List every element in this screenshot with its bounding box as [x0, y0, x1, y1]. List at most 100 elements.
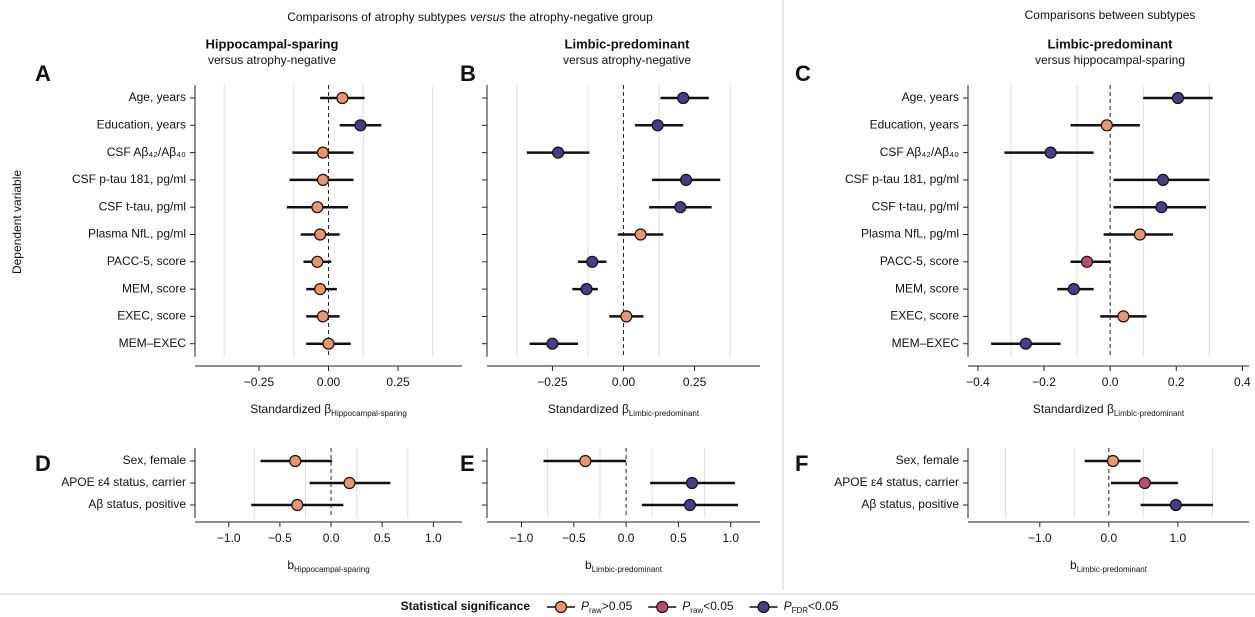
- estimate-point: [311, 255, 324, 268]
- x-axis-label-sub: Limbic-predominant: [1114, 409, 1185, 418]
- category-label: MEM, score: [895, 281, 959, 295]
- x-axis-label: bLimbic-predominant: [1070, 558, 1148, 574]
- x-axis-label-sub: Limbic-predominant: [1077, 565, 1148, 574]
- x-axis-label: Standardized βLimbic-predominant: [548, 402, 700, 418]
- estimate-point: [1169, 498, 1182, 512]
- estimate-point: [1156, 173, 1170, 186]
- legend-sub: raw: [690, 606, 703, 615]
- estimate-point: [322, 337, 335, 350]
- estimate-point: [316, 173, 330, 186]
- header: Comparisons between subtypes: [1025, 8, 1196, 22]
- estimate-point: [683, 498, 697, 512]
- category-label: CSF Aβ₄₂/Aβ₄₀: [107, 145, 186, 159]
- x-tick-label: −1.0: [217, 531, 241, 545]
- estimate-point: [343, 476, 356, 490]
- legend-text: >0.05: [602, 599, 633, 613]
- legend-title: Statistical significance: [401, 599, 531, 613]
- estimate-point: [316, 310, 330, 323]
- header-part: versus: [470, 10, 505, 24]
- estimate-point: [551, 146, 565, 159]
- category-label: Sex, female: [123, 453, 187, 467]
- legend-label: Praw<0.05: [682, 599, 734, 615]
- estimate-point: [1155, 201, 1168, 214]
- estimate-point: [674, 201, 687, 214]
- panel-letter: C: [795, 61, 811, 86]
- category-label: MEM, score: [122, 281, 186, 295]
- estimate-point: [677, 91, 690, 105]
- category-label: CSF Aβ₄₂/Aβ₄₀: [880, 145, 959, 159]
- estimate-point: [291, 498, 304, 512]
- panel-letter: A: [35, 61, 51, 86]
- legend-marker: [757, 600, 770, 614]
- x-axis-label-main: Standardized β: [250, 402, 331, 416]
- estimate-point: [311, 201, 324, 214]
- estimate-point: [316, 146, 330, 159]
- category-label: MEM–EXEC: [892, 336, 960, 350]
- y-axis-label: Dependent variable: [10, 170, 24, 274]
- x-axis-label-main: b: [585, 558, 592, 572]
- x-axis-label-main: Standardized β: [1033, 402, 1114, 416]
- panel-letter: D: [35, 451, 51, 476]
- estimate-point: [1106, 454, 1120, 468]
- legend-text: <0.05: [808, 599, 839, 613]
- legend-marker: [554, 600, 568, 614]
- category-label: APOE ε4 status, carrier: [834, 475, 959, 489]
- estimate-point: [1067, 283, 1080, 296]
- category-label: Plasma NfL, pg/ml: [861, 227, 959, 241]
- panel-subtitle: versus atrophy-negative: [208, 53, 336, 67]
- category-label: Sex, female: [896, 453, 960, 467]
- x-tick-label: 0.4: [1234, 375, 1251, 389]
- x-tick-label: 1.0: [722, 531, 739, 545]
- estimate-point: [289, 454, 302, 468]
- x-tick-label: −1.0: [1028, 531, 1052, 545]
- category-label: Age, years: [129, 90, 186, 104]
- legend-symbol: P: [682, 599, 690, 613]
- estimate-point: [336, 91, 349, 105]
- x-axis-label-sub: Hippocampal-sparing: [294, 565, 370, 574]
- estimate-point: [1138, 476, 1151, 490]
- header: Comparisons of atrophy subtypes versus the…: [287, 10, 653, 24]
- x-tick-label: 0.00: [612, 375, 636, 389]
- legend-text: <0.05: [703, 599, 734, 613]
- estimate-point: [314, 228, 327, 241]
- x-axis-label-sub: Limbic-predominant: [592, 565, 663, 574]
- x-axis-label-sub: Hippocampal-sparing: [331, 409, 407, 418]
- legend-marker: [656, 600, 669, 614]
- estimate-point: [651, 119, 664, 132]
- legend-symbol: P: [784, 599, 792, 613]
- panel-letter: E: [460, 451, 475, 476]
- panel-letter: B: [460, 61, 476, 86]
- header-part: Comparisons of atrophy subtypes: [287, 10, 466, 24]
- category-label: Age, years: [902, 90, 959, 104]
- x-tick-label: 1.0: [1170, 531, 1187, 545]
- estimate-point: [586, 255, 599, 268]
- legend-label: Praw>0.05: [581, 599, 633, 615]
- x-tick-label: −0.25: [537, 375, 568, 389]
- estimate-point: [634, 228, 647, 241]
- x-tick-label: −0.5: [562, 531, 586, 545]
- x-axis-label: bLimbic-predominant: [585, 558, 663, 574]
- category-label: EXEC, score: [890, 309, 959, 323]
- x-tick-label: −1.0: [510, 531, 534, 545]
- estimate-point: [685, 476, 699, 490]
- x-axis-label: Standardized βHippocampal-sparing: [250, 402, 407, 418]
- panel-subtitle: versus hippocampal-sparing: [1035, 53, 1185, 67]
- x-tick-label: −0.4: [966, 375, 990, 389]
- category-label: PACC-5, score: [880, 254, 959, 268]
- estimate-point: [620, 310, 633, 323]
- x-tick-label: −0.25: [244, 375, 275, 389]
- x-tick-label: 0.25: [386, 375, 410, 389]
- panel-title: Hippocampal-sparing: [206, 36, 339, 51]
- x-tick-label: 0.5: [374, 531, 391, 545]
- x-tick-label: −0.2: [1032, 375, 1056, 389]
- x-tick-label: −0.5: [268, 531, 292, 545]
- x-tick-label: 1.0: [425, 531, 442, 545]
- x-axis-label: Standardized βLimbic-predominant: [1033, 402, 1185, 418]
- estimate-point: [679, 173, 693, 186]
- legend-sub: raw: [589, 606, 602, 615]
- estimate-point: [354, 119, 367, 132]
- x-axis-label-main: b: [1070, 558, 1077, 572]
- category-label: Aβ status, positive: [861, 497, 959, 511]
- category-label: CSF p-tau 181, pg/ml: [72, 172, 186, 186]
